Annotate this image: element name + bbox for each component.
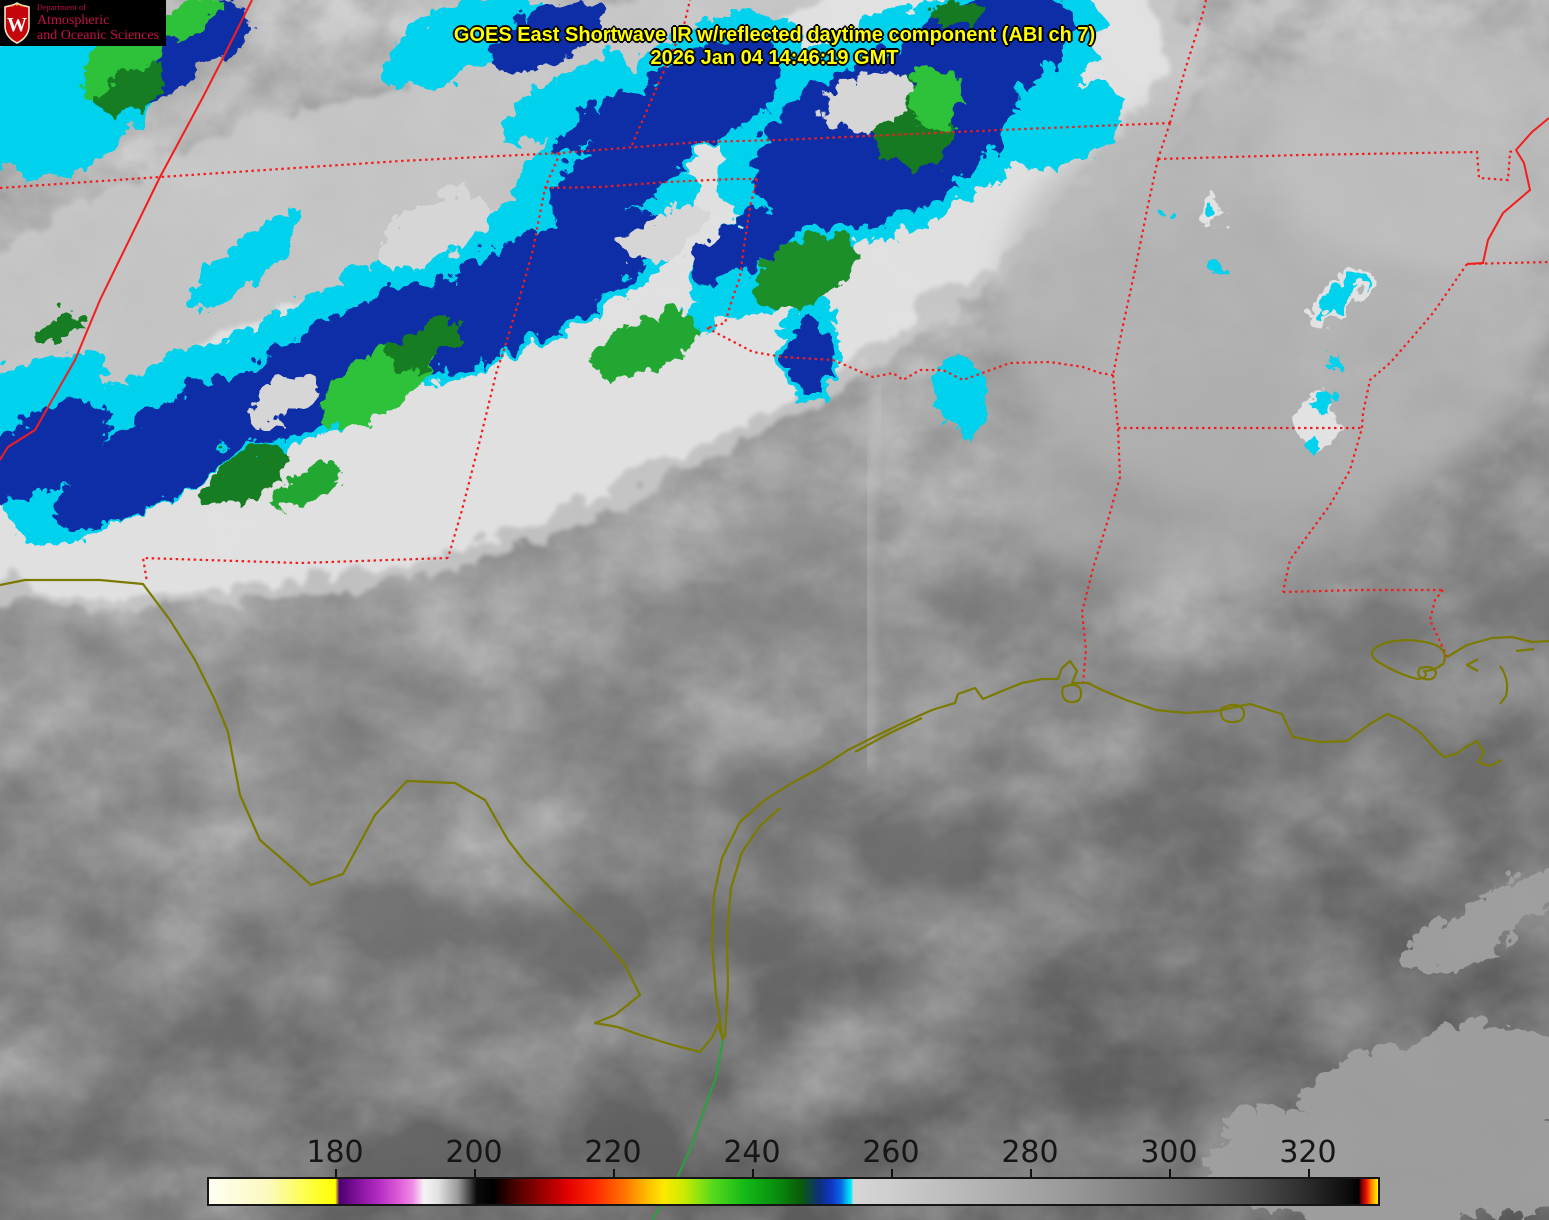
matagorda-island [854,717,923,753]
rio-grande-river [0,578,725,1054]
border-dotted [0,0,1549,684]
lake-borgne [1465,658,1479,672]
lake-maurepas [1417,665,1438,681]
tick-mark [334,1169,337,1177]
logo-name-line1: Atmospheric [37,12,110,28]
tick-mark [1029,1169,1032,1177]
barrier-island-dash [1515,647,1535,653]
tick-label: 220 [584,1135,642,1170]
tick-label: 300 [1140,1135,1198,1170]
tick-mark [612,1169,615,1177]
border-solid [0,0,1549,461]
page-title: GOES East Shortwave IR w/reflected dayti… [453,24,1096,46]
tick-mark [473,1169,476,1177]
tick-mark [890,1169,893,1177]
tick-mark [1307,1169,1310,1177]
padre-island [723,807,781,1039]
timestamp: 2026 Jan 04 14:46:19 GMT [650,47,899,69]
tick-label: 240 [723,1135,781,1170]
state-borders [0,0,1549,684]
coldest-cloud-cores [32,0,976,503]
cold-cloud-overlay [0,0,1368,537]
gulf-coastline [710,659,1503,1041]
logo-name-line2: and Oceanic Sciences [37,27,160,43]
sabine-lake [1061,683,1083,704]
tick-label: 280 [1001,1135,1059,1170]
crest-monogram: W [7,14,27,36]
image-title-block: GOES East Shortwave IR w/reflected dayti… [454,24,1095,70]
logo-department-label: Department of [37,2,87,12]
tick-label: 200 [445,1135,503,1170]
chandeleur-islands [1499,665,1509,705]
calcasieu-lake [1219,703,1246,724]
mississippi-coast [1446,635,1549,658]
coastlines [0,578,1549,1054]
uw-crest-icon: W [4,2,30,44]
tick-mark [751,1169,754,1177]
temperature-colorbar: 180 200 220 240 260 280 300 320 [207,1135,1380,1207]
tick-label: 180 [306,1135,364,1170]
tick-label: 320 [1279,1135,1337,1170]
colorbar-gradient [207,1177,1380,1206]
tick-mark [1168,1169,1171,1177]
tick-label: 260 [862,1135,920,1170]
uw-aos-logo: W Department of Atmospheric and Oceanic … [0,0,166,46]
